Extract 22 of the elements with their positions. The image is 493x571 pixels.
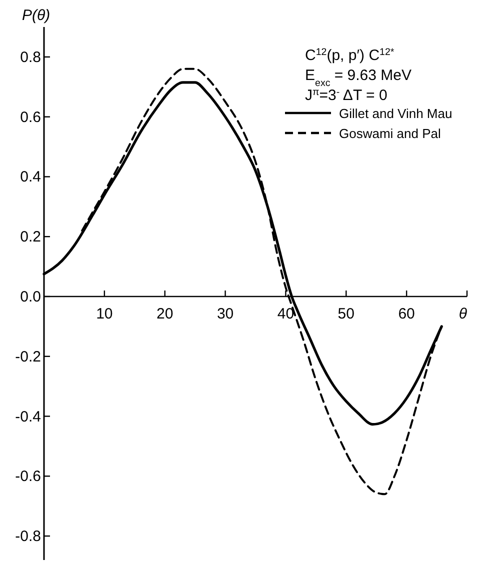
y-tick-label: -0.2 xyxy=(15,348,41,366)
y-axis-title: P(θ) xyxy=(22,7,50,24)
legend-label: Goswami and Pal xyxy=(339,126,441,141)
y-tick-label: 0.0 xyxy=(20,288,41,306)
x-tick-label: 50 xyxy=(338,305,354,322)
y-tick-label: 0.2 xyxy=(20,228,41,246)
annotation: C$^{12}$(p, p′) C$^{12*}$ xyxy=(305,46,394,64)
x-axis-title: θ xyxy=(458,305,468,322)
annotation: E$_{exc}$ = 9.63 MeV xyxy=(305,67,412,88)
x-tick-label: 40 xyxy=(277,305,294,322)
x-tick-label: 30 xyxy=(216,305,234,322)
x-tick-label: 20 xyxy=(156,305,174,322)
y-tick-label: -0.8 xyxy=(15,528,41,546)
y-tick-label: -0.4 xyxy=(15,408,41,426)
y-tick-label: -0.6 xyxy=(15,468,41,486)
x-tick-label: 10 xyxy=(96,305,113,322)
y-tick-label: 0.8 xyxy=(20,48,41,66)
y-tick-label: 0.6 xyxy=(20,108,41,126)
y-tick-label: 0.4 xyxy=(20,168,41,186)
annotation: J$^{π}$=3$^{-}$ ΔT = 0 xyxy=(305,86,388,104)
legend-label: Gillet and Vinh Mau xyxy=(339,106,452,121)
x-tick-label: 60 xyxy=(398,305,415,322)
